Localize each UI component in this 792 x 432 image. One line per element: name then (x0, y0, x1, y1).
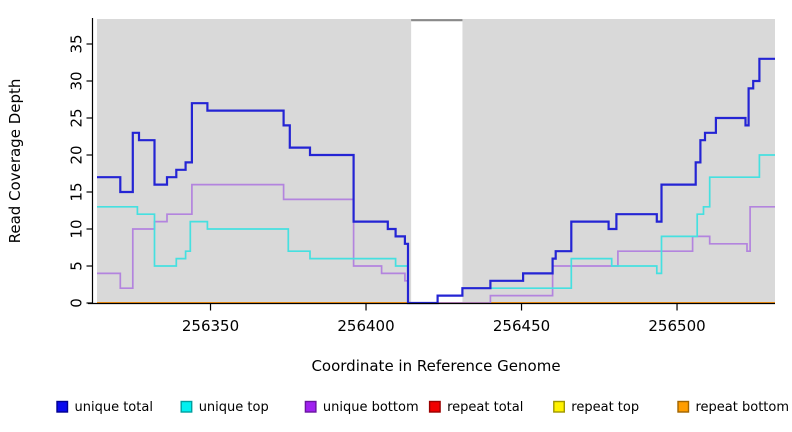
legend-label: unique bottom (323, 400, 419, 415)
legend-item-repeat-total: repeat total (428, 400, 523, 415)
legend-item-unique-total: unique total (56, 400, 153, 415)
y-axis-tick-label: 30 (67, 71, 85, 90)
y-axis-tick-label: 35 (67, 34, 85, 53)
legend-label: repeat bottom (696, 400, 790, 415)
legend-item-repeat-bottom: repeat bottom (677, 400, 790, 415)
legend-item-unique-bottom: unique bottom (304, 400, 419, 415)
legend-swatch (180, 400, 193, 413)
legend-label: unique top (199, 400, 269, 415)
legend-swatch (428, 400, 441, 413)
legend: unique total unique top unique bottom repea… (56, 400, 790, 415)
legend-swatch (553, 400, 565, 413)
y-axis-tick-label: 5 (67, 261, 85, 271)
series-line-unique-total (97, 57, 775, 305)
masked-region-band (411, 21, 463, 304)
axes-layer: 0 5 10 15 20 25 30 35 256350 256400 256450 256500 (67, 18, 775, 335)
x-axis-tick-label: 256450 (493, 317, 550, 335)
y-axis-tick-label: 15 (67, 182, 85, 201)
y-axis-title: Read Coverage Depth (6, 79, 24, 244)
x-axis-tick-label: 256500 (648, 317, 705, 335)
y-axis-tick-label: 10 (67, 219, 85, 238)
legend-swatch (677, 400, 690, 413)
legend-label: unique total (75, 400, 153, 415)
legend-label: repeat top (571, 400, 639, 415)
legend-item-repeat-top: repeat top (553, 400, 639, 415)
x-axis-title: Coordinate in Reference Genome (311, 357, 560, 375)
legend-swatch (304, 400, 317, 413)
legend-item-unique-top: unique top (180, 400, 269, 415)
x-axis-tick-label: 256400 (337, 317, 394, 335)
legend-swatch (56, 400, 69, 413)
legend-label: repeat total (447, 400, 523, 415)
y-axis-tick-label: 20 (67, 145, 85, 164)
y-axis-tick-label: 25 (67, 108, 85, 127)
x-axis-tick-label: 256350 (182, 317, 239, 335)
y-axis-tick-label: 0 (67, 298, 85, 308)
plot-panel-layer (97, 19, 775, 304)
